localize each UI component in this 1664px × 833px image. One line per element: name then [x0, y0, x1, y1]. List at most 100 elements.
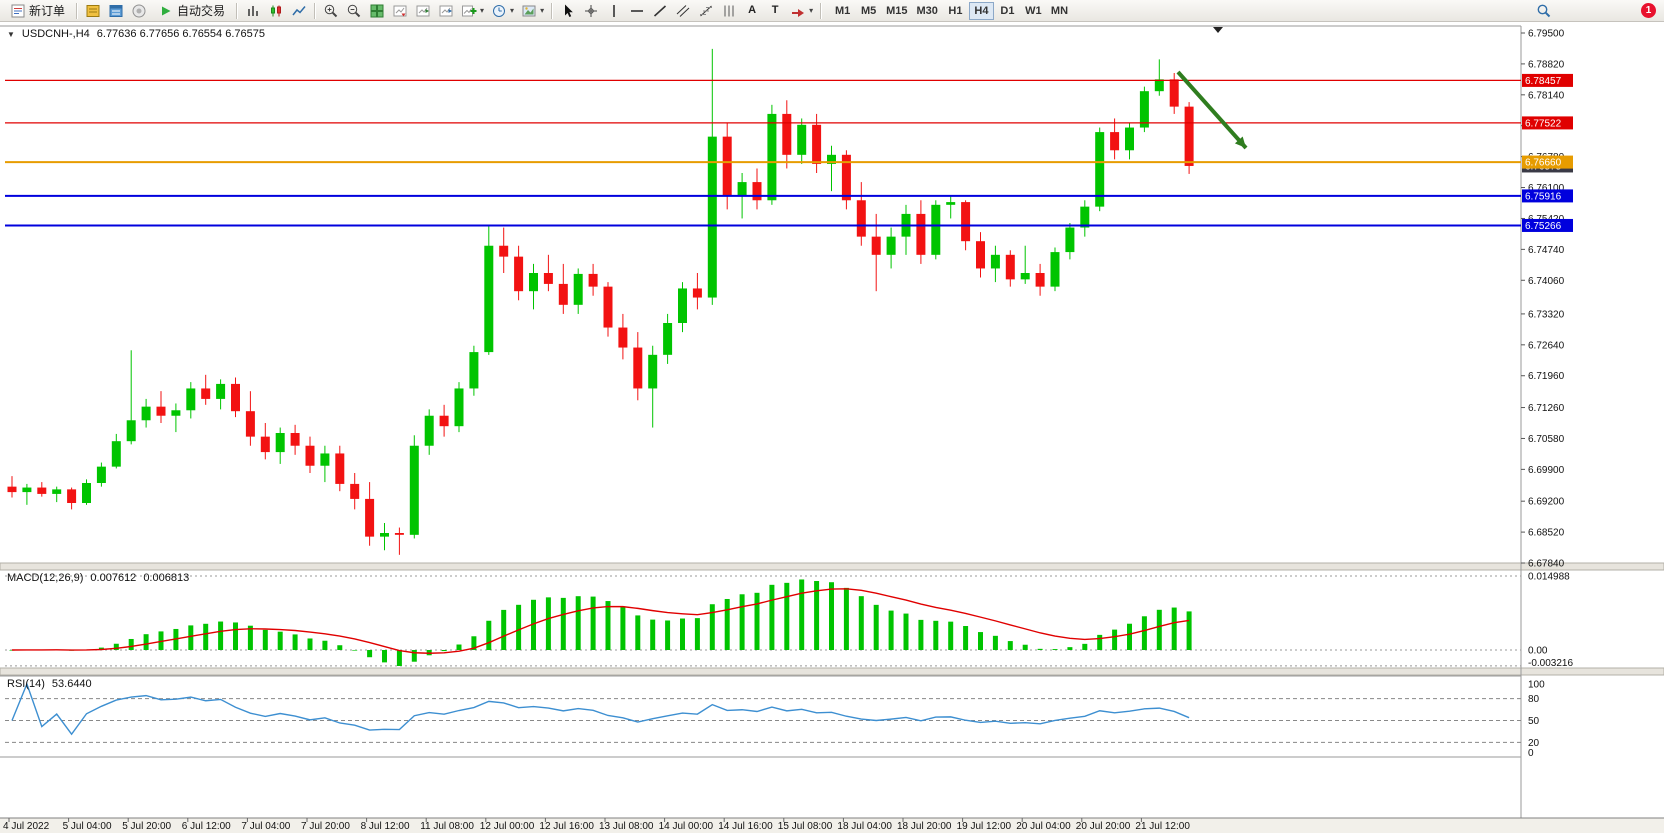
timeframe-M5[interactable]: M5: [856, 2, 881, 20]
chevron-down-icon: ▾: [540, 5, 545, 15]
auto-scroll-icon: [416, 5, 430, 16]
candle: [707, 48, 717, 305]
chart-shift-marker[interactable]: [1213, 27, 1223, 33]
navigator-button[interactable]: [128, 1, 150, 21]
candlestick-chart-button[interactable]: [265, 1, 287, 21]
search-button[interactable]: [1533, 1, 1555, 21]
macd-histogram-bar: [501, 609, 507, 650]
macd-histogram-bar: [814, 581, 820, 650]
macd-histogram-bar: [620, 606, 626, 650]
shapes-button[interactable]: ▾: [787, 1, 816, 21]
macd-histogram-bar: [992, 635, 998, 650]
price-tick-label: 6.69200: [1528, 497, 1565, 508]
cycle-lines-button[interactable]: [718, 1, 740, 21]
pane-separator[interactable]: [0, 667, 1664, 676]
crosshair-button[interactable]: [580, 1, 602, 21]
chart-area[interactable]: 6.795006.788206.781406.774606.767806.761…: [0, 22, 1664, 833]
candle: [335, 445, 345, 492]
template-button[interactable]: ▾: [518, 1, 547, 21]
clock-icon: [493, 4, 506, 17]
period-button[interactable]: ▾: [488, 1, 517, 21]
candle: [52, 486, 62, 503]
horizontal-line-button[interactable]: [626, 1, 648, 21]
vertical-line-icon: [613, 4, 615, 17]
candle: [1095, 127, 1105, 212]
channel-button[interactable]: [672, 1, 694, 21]
macd-histogram-bar: [203, 623, 209, 650]
zoom-in-button[interactable]: [320, 1, 342, 21]
time-axis-label: 18 Jul 04:00: [837, 821, 892, 832]
macd-histogram-bar: [9, 650, 15, 651]
bar-chart-icon: [248, 5, 258, 16]
rsi-axis-label: 80: [1528, 694, 1540, 705]
candle: [409, 435, 419, 539]
price-tick-label: 6.76100: [1528, 183, 1565, 194]
macd-histogram-bar: [680, 618, 685, 650]
timeframe-MN[interactable]: MN: [1047, 2, 1072, 20]
candle: [216, 379, 226, 410]
autotrading-button[interactable]: 自动交易: [151, 1, 232, 21]
timeframe-M1[interactable]: M1: [830, 2, 855, 20]
label-button[interactable]: T: [764, 1, 786, 21]
time-axis-label: 7 Jul 04:00: [241, 821, 290, 832]
chart-shift-button[interactable]: [389, 1, 411, 21]
zoom-out-button[interactable]: [343, 1, 365, 21]
time-axis[interactable]: [0, 818, 1664, 833]
candle: [22, 483, 32, 505]
trend-arrow-annotation[interactable]: [1176, 70, 1248, 150]
candle: [186, 382, 196, 419]
text-button[interactable]: A: [741, 1, 763, 21]
candle: [260, 423, 270, 460]
line-chart-button[interactable]: [288, 1, 310, 21]
new-order-label: 新订单: [29, 4, 66, 18]
timeframe-M30[interactable]: M30: [913, 2, 942, 20]
macd-pane[interactable]: [0, 570, 1521, 668]
new-order-button[interactable]: 新订单: [3, 1, 72, 21]
crosshair-icon: [585, 4, 598, 17]
price-tick-label: 6.74740: [1528, 245, 1565, 256]
candle: [365, 482, 375, 546]
macd-histogram-bar: [367, 650, 373, 658]
market-watch-button[interactable]: [82, 1, 104, 21]
pane-separator[interactable]: [0, 562, 1664, 571]
macd-histogram-bar: [1022, 644, 1028, 650]
macd-histogram-bar: [694, 618, 700, 650]
price-scale[interactable]: [1521, 26, 1664, 818]
tile-windows-button[interactable]: [366, 1, 388, 21]
timeframe-M15[interactable]: M15: [882, 2, 911, 20]
new-chart-button[interactable]: ▾: [458, 1, 487, 21]
timeframe-H1[interactable]: H1: [943, 2, 968, 20]
macd-histogram-bar: [963, 626, 969, 650]
candle: [1125, 123, 1134, 160]
timeframe-W1[interactable]: W1: [1021, 2, 1046, 20]
price-label: 6.77522: [1522, 116, 1573, 130]
cursor-button[interactable]: [557, 1, 579, 21]
candle: [558, 263, 568, 314]
fibonacci-button[interactable]: [695, 1, 717, 21]
timeframe-D1[interactable]: D1: [995, 2, 1020, 20]
chart-step-button[interactable]: [435, 1, 457, 21]
price-tick-label: 6.71260: [1528, 403, 1565, 414]
notification-badge[interactable]: 1: [1641, 3, 1656, 18]
main-chart-pane[interactable]: [0, 26, 1521, 563]
macd-histogram-bar: [843, 587, 849, 650]
rsi-pane[interactable]: [0, 676, 1521, 757]
time-axis-label: 20 Jul 04:00: [1016, 821, 1071, 832]
auto-scroll-button[interactable]: [412, 1, 434, 21]
candle: [380, 523, 389, 551]
time-axis-label: 7 Jul 20:00: [301, 821, 350, 832]
cycle-lines-icon: [724, 5, 734, 16]
data-window-button[interactable]: [105, 1, 127, 21]
macd-histogram-bar: [337, 645, 343, 650]
toolbar-separator: [551, 2, 554, 19]
bar-chart-button[interactable]: [242, 1, 264, 21]
candle: [1020, 245, 1030, 284]
candle: [201, 374, 211, 405]
toolbar: 新订单 自动交易: [0, 0, 1664, 22]
vertical-line-button[interactable]: [603, 1, 625, 21]
candle: [841, 150, 851, 210]
trendline-button[interactable]: [649, 1, 671, 21]
timeframe-H4[interactable]: H4: [968, 1, 994, 20]
candle: [648, 345, 658, 428]
chart-step-icon: [439, 5, 453, 16]
